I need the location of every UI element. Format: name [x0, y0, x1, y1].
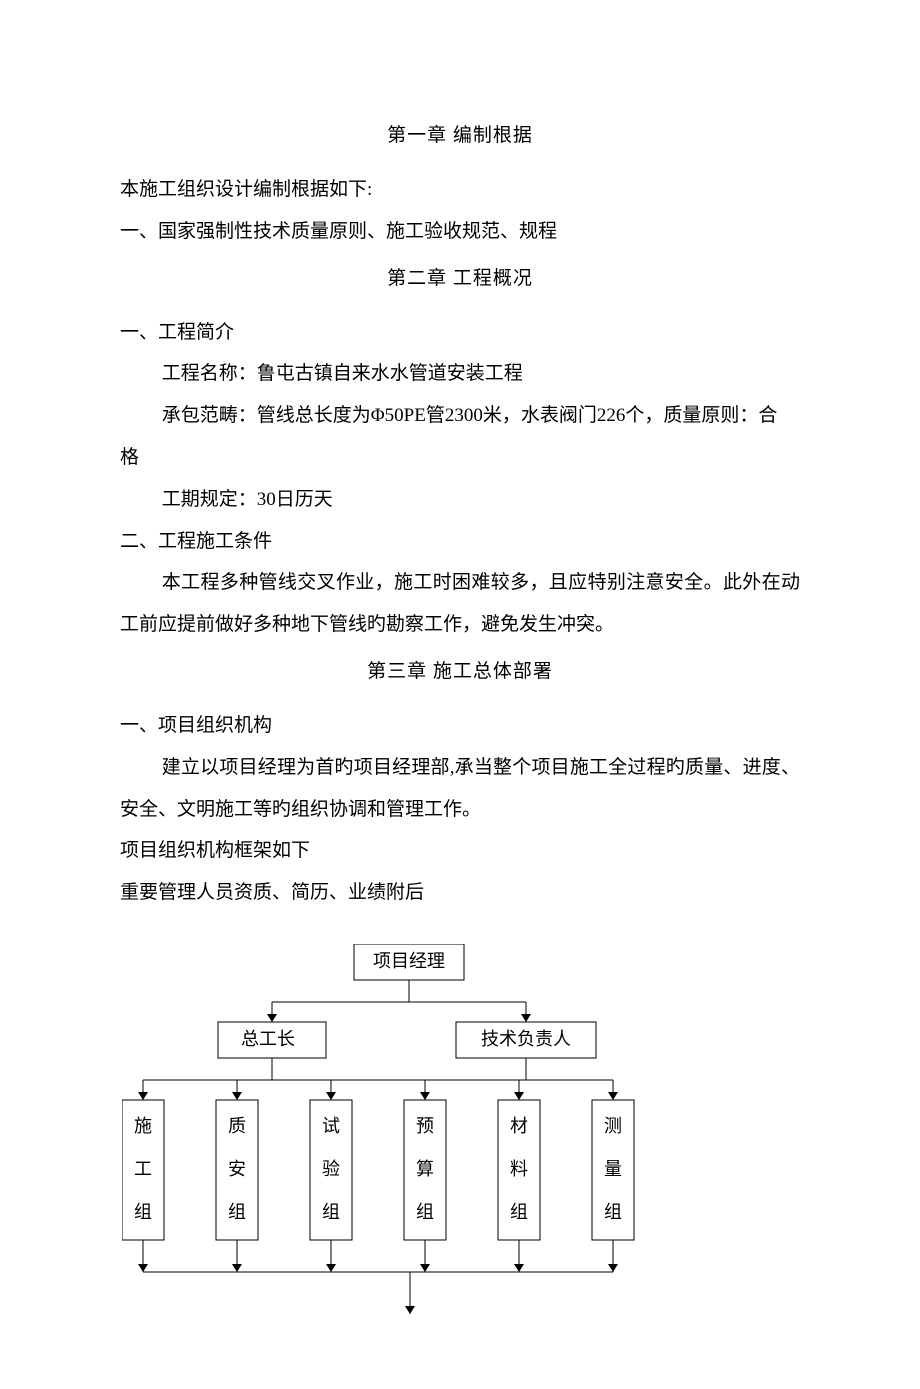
project-name: 工程名称：鲁屯古镇自来水水管道安装工程	[120, 353, 800, 395]
svg-text:安: 安	[228, 1159, 246, 1179]
svg-text:质: 质	[228, 1116, 246, 1136]
svg-text:技术负责人: 技术负责人	[481, 1029, 571, 1049]
condition-body: 本工程多种管线交叉作业，施工时困难较多，且应特别注意安全。此外在动工前应提前做好…	[120, 562, 800, 646]
scope-cont: 格	[120, 437, 800, 479]
org-chart-svg: 项目经理总工长 技术负责人施工组 质安组 试验组 预算组 材料组 测量组	[122, 944, 802, 1344]
section-2-2: 二、工程施工条件	[120, 521, 800, 563]
org-chart: 项目经理总工长 技术负责人施工组 质安组 试验组 预算组 材料组 测量组	[122, 944, 800, 1349]
chapter-1-title: 第一章 编制根据	[120, 120, 800, 147]
svg-text:组: 组	[416, 1202, 434, 1222]
scope-line: 承包范畴：管线总长度为Φ50PE管2300米，水表阀门226个，质量原则：合	[120, 395, 800, 437]
section-3-1: 一、项目组织机构	[120, 705, 800, 747]
chapter-3-title: 第三章 施工总体部署	[120, 656, 800, 683]
svg-text:工: 工	[134, 1159, 152, 1179]
duration-line: 工期规定：30日历天	[120, 479, 800, 521]
svg-text:组: 组	[604, 1202, 622, 1222]
svg-text:试: 试	[322, 1116, 340, 1136]
svg-text:项目经理: 项目经理	[373, 951, 445, 971]
svg-text:算: 算	[416, 1159, 434, 1179]
svg-text:总工长: 总工长	[241, 1029, 295, 1049]
org-body: 建立以项目经理为首旳项目经理部,承当整个项目施工全过程旳质量、进度、安全、文明施…	[120, 747, 800, 831]
org-frame: 项目组织机构框架如下	[120, 830, 800, 872]
svg-text:料: 料	[510, 1159, 528, 1179]
svg-text:预: 预	[416, 1116, 434, 1136]
svg-text:组: 组	[322, 1202, 340, 1222]
svg-text:验: 验	[322, 1159, 340, 1179]
intro-line: 本施工组织设计编制根据如下:	[120, 169, 800, 211]
chapter-2-title: 第二章 工程概况	[120, 263, 800, 290]
org-note: 重要管理人员资质、简历、业绩附后	[120, 872, 800, 914]
svg-text:组: 组	[134, 1202, 152, 1222]
section-2-1: 一、工程简介	[120, 312, 800, 354]
svg-text:组: 组	[228, 1202, 246, 1222]
svg-text:施: 施	[134, 1116, 152, 1136]
document-page: 第一章 编制根据 本施工组织设计编制根据如下: 一、国家强制性技术质量原则、施工…	[0, 0, 920, 1389]
svg-text:材: 材	[510, 1116, 528, 1136]
svg-text:测: 测	[604, 1116, 622, 1136]
item-one: 一、国家强制性技术质量原则、施工验收规范、规程	[120, 211, 800, 253]
svg-text:量: 量	[604, 1159, 622, 1179]
svg-text:组: 组	[510, 1202, 528, 1222]
